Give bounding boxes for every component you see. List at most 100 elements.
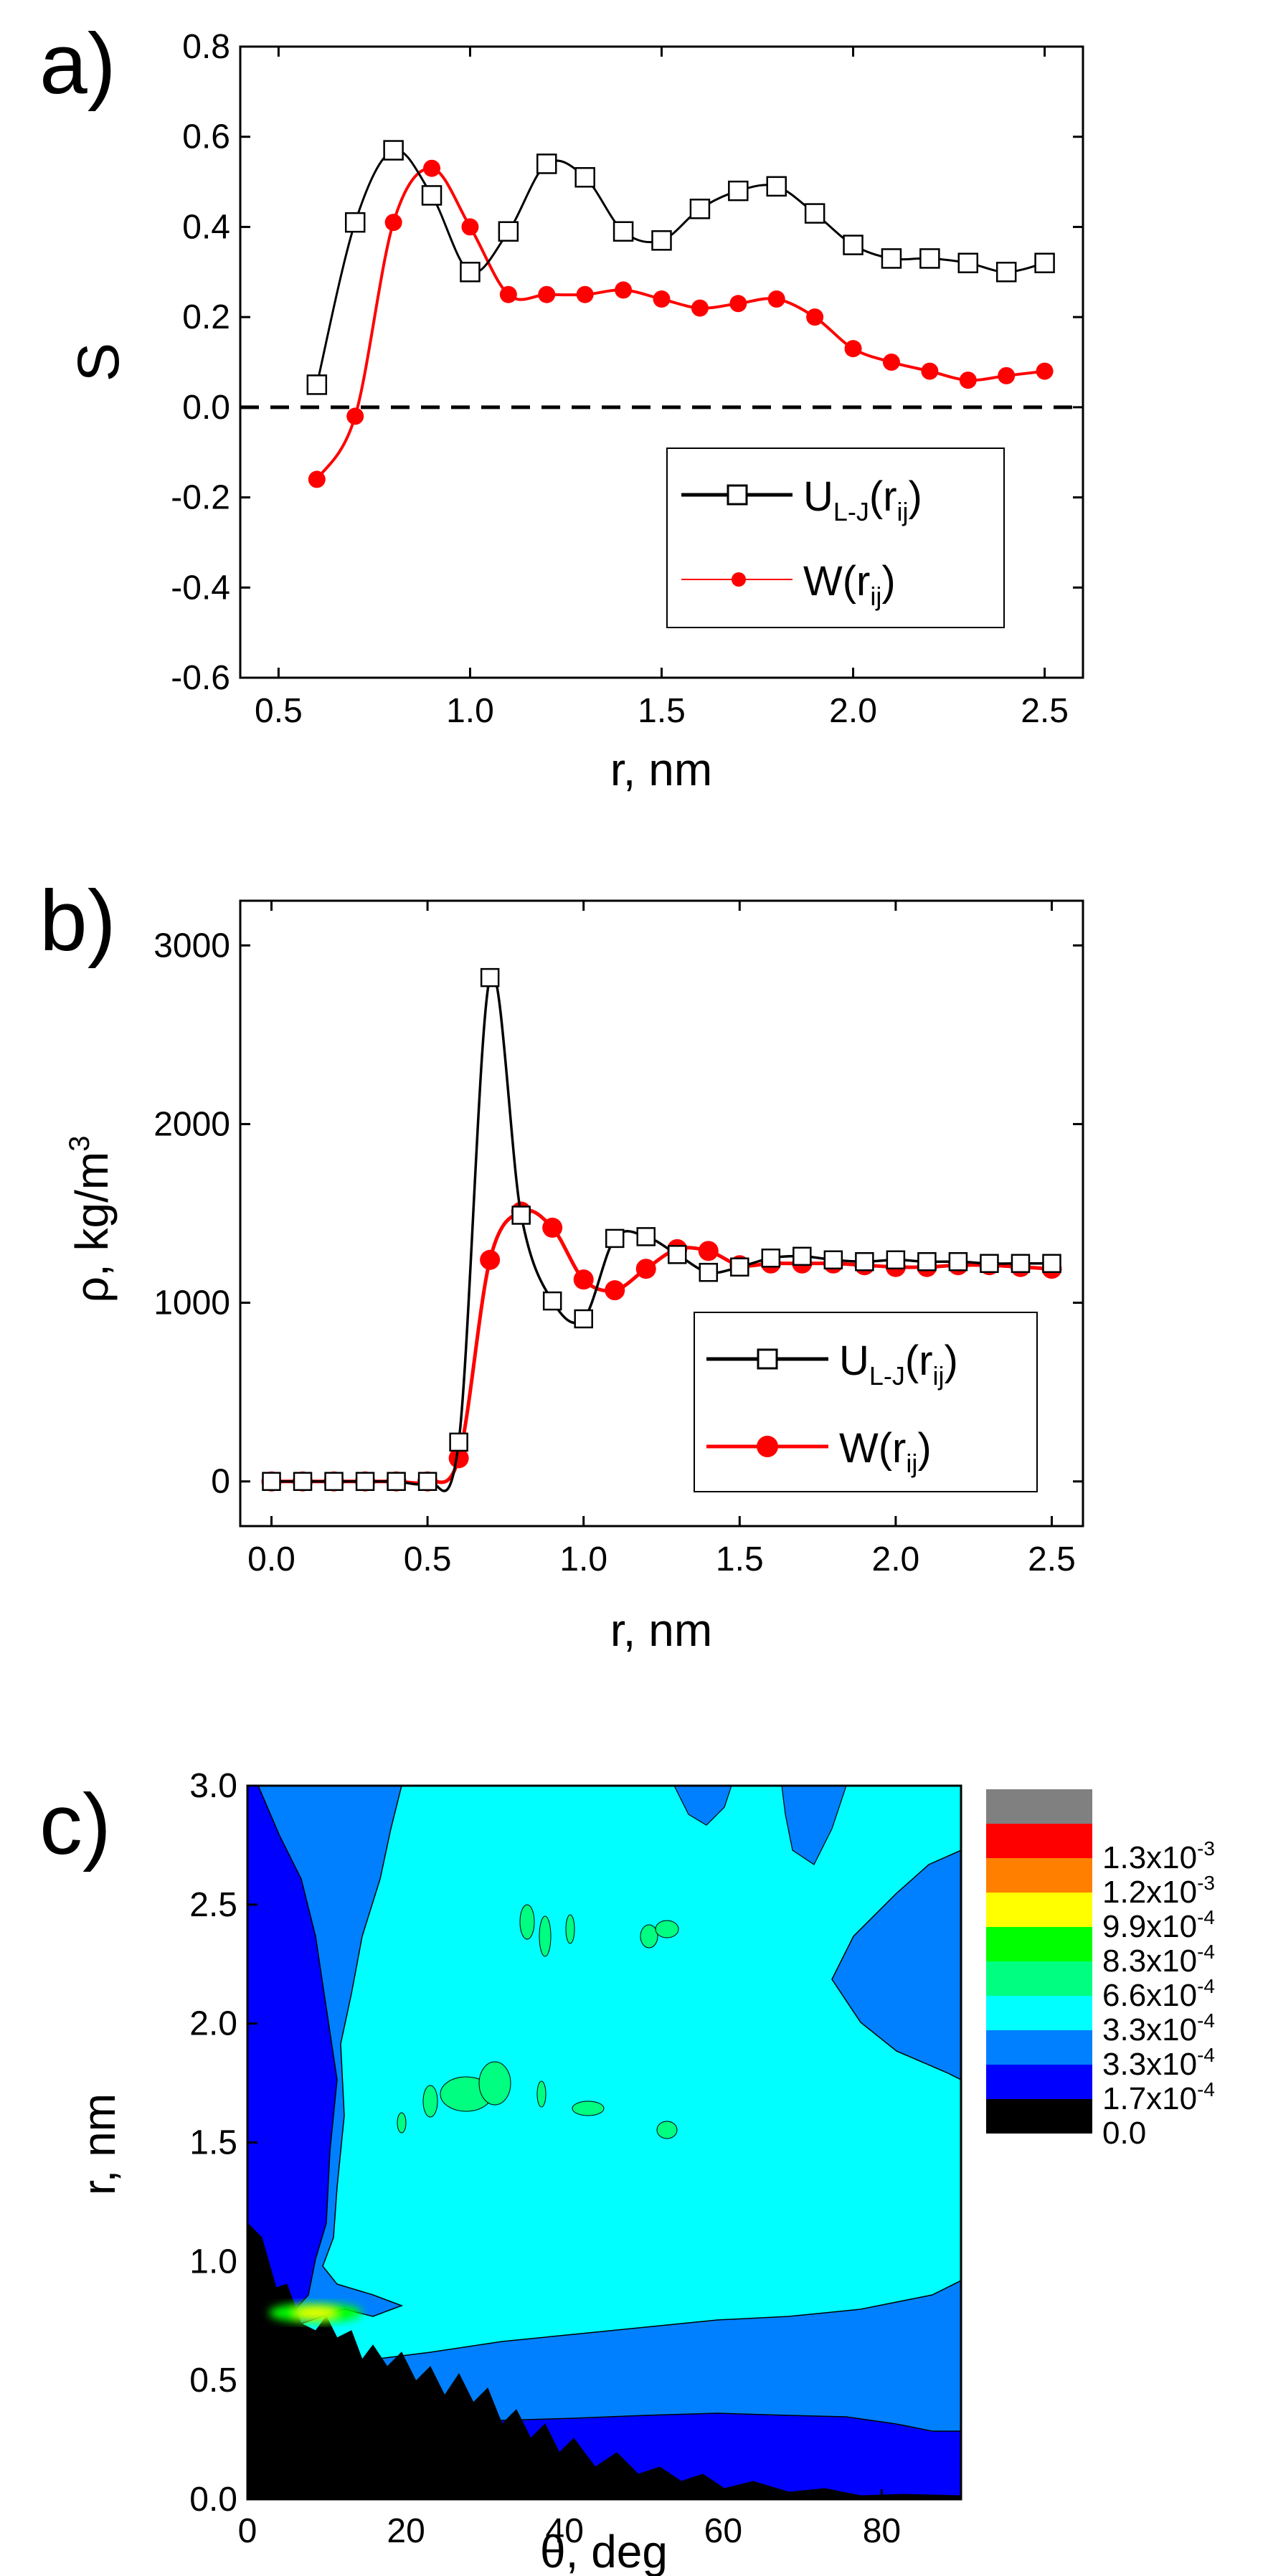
panel-a-ulj-point <box>536 153 557 174</box>
panel-a-ulj-point <box>689 199 711 219</box>
panel-a-ulj-point <box>498 221 519 242</box>
panel-c-contour-map <box>247 1786 961 2499</box>
speck <box>536 2080 547 2108</box>
panel-b-ulj-point <box>980 1254 999 1274</box>
panel-a-y-tick-label: 0.4 <box>182 208 230 246</box>
panel-a-legend-label-ulj: UL-J(rij) <box>803 473 922 526</box>
panel-b-ulj-point <box>1011 1254 1031 1274</box>
colorbar-label: 9.9x10-4 <box>1102 1906 1215 1944</box>
panel-c-y-tick-label: 0.5 <box>189 2362 237 2400</box>
panel-a-ulj-point <box>344 212 366 233</box>
panel-a-ulj-point <box>957 252 979 273</box>
panel-a-ulj-point <box>651 230 672 251</box>
panel-b-y-ticks: 0 1000 2000 3000 <box>153 927 1083 1501</box>
panel-a-w-point <box>615 281 633 299</box>
contour-blue-intrusion-top <box>673 1786 732 1826</box>
panel-b-x-tick-label: 0.0 <box>247 1540 295 1578</box>
panel-a-ulj-point <box>766 176 787 197</box>
panel-b-ulj-point <box>511 1206 531 1225</box>
panel-b-ulj-point <box>605 1228 625 1249</box>
panel-b-w-point <box>573 1269 594 1290</box>
colorbar-swatch <box>986 1858 1092 1893</box>
panel-c-y-title: r, nm <box>73 2093 125 2195</box>
panel-a-w-point <box>308 470 326 488</box>
panel-b-w-point <box>480 1249 501 1270</box>
panel-b-w-point <box>448 1448 469 1469</box>
panel-b-ulj-point <box>636 1227 656 1246</box>
colorbar-swatch <box>986 1927 1092 1961</box>
panel-c-x-tick-label: 60 <box>704 2512 742 2550</box>
panel-b-ulj-point <box>761 1249 781 1268</box>
panel-b-x-tick-label: 0.5 <box>404 1540 452 1578</box>
panel-a-y-tick-label: -0.6 <box>171 659 230 697</box>
panel-b-y-tick-label: 0 <box>211 1463 230 1501</box>
panel-a-x-tick-label: 2.5 <box>1021 692 1069 730</box>
panel-a-ulj-point <box>919 248 940 269</box>
speck <box>572 2101 605 2116</box>
panel-a: a) -0.6 -0.4 -0.2 0.0 0.2 0.4 0.6 0.8 0.5 1.0 1.5… <box>39 16 1084 795</box>
panel-c-y-tick-label: 1.5 <box>189 2124 237 2162</box>
panel-a-y-tick-label: 0.2 <box>182 298 230 336</box>
panel-b-ulj-point <box>668 1245 687 1264</box>
speck <box>519 1904 535 1940</box>
panel-b-series <box>261 967 1062 1492</box>
colorbar-label: 1.3x10-3 <box>1102 1837 1215 1875</box>
contour-hotspot-peak <box>269 2303 362 2323</box>
panel-c-colorbar: 1.3x10-31.2x10-39.9x10-48.3x10-46.6x10-4… <box>986 1789 1215 2151</box>
contour-green-specks <box>397 1904 679 2139</box>
panel-c-y-tick-label: 0.0 <box>189 2481 237 2519</box>
speck <box>640 1924 658 1948</box>
panel-a-w-point <box>691 299 709 317</box>
panel-b-ulj-point <box>293 1472 313 1491</box>
panel-a-w-point <box>499 285 517 303</box>
panel-c-x-ticks: 0 20 40 60 80 <box>238 2489 901 2550</box>
panel-a-ulj-point <box>460 262 481 283</box>
panel-c-y-ticks: 0.0 0.5 1.0 1.5 2.0 2.5 3.0 <box>189 1767 257 2519</box>
panel-b-x-tick-label: 2.5 <box>1028 1540 1076 1578</box>
speck <box>565 1914 575 1944</box>
panel-b-w-point <box>605 1280 625 1301</box>
panel-b-ulj-point <box>823 1250 843 1270</box>
panel-a-w-point <box>461 218 479 236</box>
panel-c-x-tick-label: 0 <box>238 2512 257 2550</box>
panel-a-x-tick-label: 0.5 <box>255 692 303 730</box>
panel-b-legend-marker-w <box>757 1436 778 1457</box>
speck <box>539 1916 552 1957</box>
panel-c-y-tick-label: 3.0 <box>189 1767 237 1805</box>
panel-a-ulj-point <box>995 262 1017 283</box>
panel-c-x-title: θ, deg <box>540 2526 668 2576</box>
hotspot-yellow <box>295 2309 336 2317</box>
panel-a-y-ticks: -0.6 -0.4 -0.2 0.0 0.2 0.4 0.6 0.8 <box>171 28 1083 697</box>
panel-a-y-title: S <box>66 343 131 382</box>
colorbar-label: 0.0 <box>1102 2116 1146 2151</box>
panel-b-x-tick-label: 2.0 <box>872 1540 920 1578</box>
panel-a-x-tick-label: 2.0 <box>829 692 877 730</box>
panel-a-ulj-point <box>612 221 634 242</box>
panel-b-legend: UL-J(rij) W(rij) <box>694 1312 1038 1492</box>
panel-a-w-point <box>653 290 671 308</box>
panel-a-ulj-point <box>383 140 404 161</box>
panel-b-ulj-point <box>574 1309 593 1329</box>
panel-a-ulj-point <box>421 185 443 206</box>
panel-a-legend-marker-w <box>732 572 746 587</box>
speck <box>478 2061 511 2106</box>
panel-a-w-point <box>998 366 1016 384</box>
colorbar-label: 8.3x10-4 <box>1102 1941 1215 1979</box>
panel-b-legend-label-w: W(rij) <box>839 1425 932 1478</box>
panel-a-legend: UL-J(rij) W(rij) <box>666 448 1005 628</box>
panel-c-y-tick-label: 2.0 <box>189 2005 237 2043</box>
panel-c-label: c) <box>39 1776 111 1872</box>
panel-b-x-tick-label: 1.5 <box>716 1540 764 1578</box>
panel-a-label: a) <box>39 16 116 112</box>
panel-a-y-tick-label: 0.8 <box>182 28 230 66</box>
panel-a-ulj-point <box>728 180 749 202</box>
speck <box>397 2112 407 2134</box>
panel-a-x-tick-label: 1.5 <box>638 692 686 730</box>
panel-b-ulj-point <box>449 1432 468 1452</box>
colorbar-label: 3.3x10-4 <box>1102 2044 1215 2082</box>
panel-c-x-tick-label: 40 <box>546 2512 584 2550</box>
panel-c-x-tick-label: 80 <box>863 2512 901 2550</box>
panel-a-w-point <box>423 159 441 177</box>
panel-a-w-point <box>959 371 977 389</box>
